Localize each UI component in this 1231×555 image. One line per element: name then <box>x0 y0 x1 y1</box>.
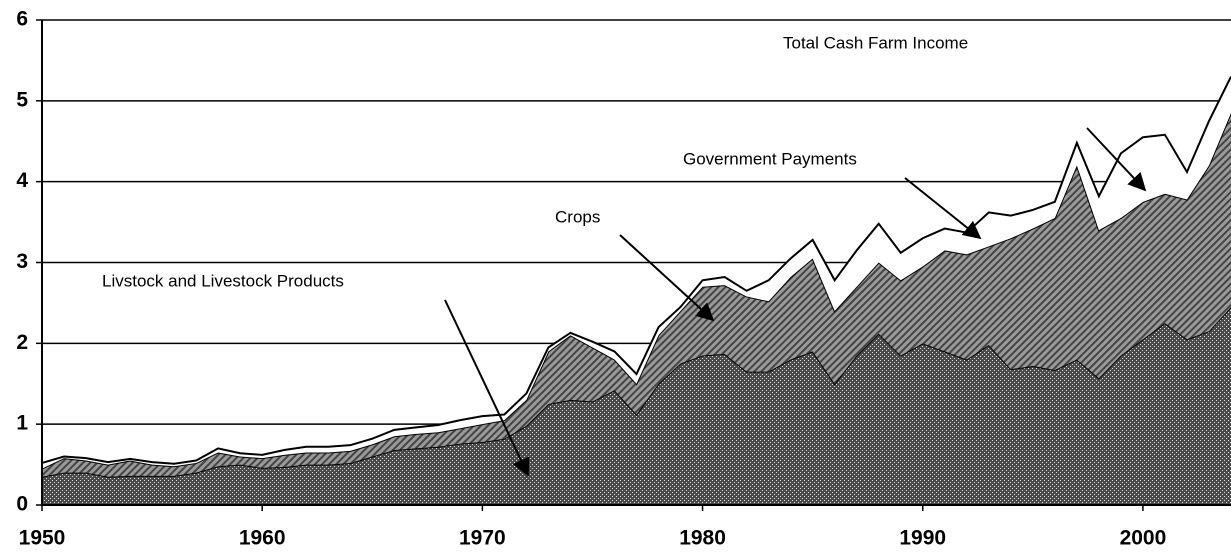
x-tick-label: 1950 <box>19 527 66 550</box>
x-tick-label: 1990 <box>899 527 946 550</box>
area <box>42 306 1231 505</box>
x-tick-label: 1970 <box>459 527 506 550</box>
y-tick-label: 6 <box>16 8 28 31</box>
y-tick-label: 1 <box>16 412 28 435</box>
arrow <box>444 299 530 477</box>
area <box>42 112 1231 477</box>
annotation: Livstock and Livestock Products <box>102 271 344 290</box>
y-tick-label: 3 <box>16 250 28 273</box>
arrow <box>619 234 715 322</box>
annotation: Total Cash Farm Income <box>783 33 968 52</box>
annotation: Government Payments <box>683 149 857 168</box>
arrow <box>904 177 982 240</box>
x-tick-label: 1960 <box>239 527 286 550</box>
area-edge <box>41 76 1231 465</box>
x-tick-label: 1980 <box>679 527 726 550</box>
y-tick-label: 0 <box>16 493 28 516</box>
y-tick-label: 2 <box>16 331 28 354</box>
y-tick-label: 4 <box>16 169 28 192</box>
arrow <box>1086 127 1147 192</box>
x-tick-label: 2000 <box>1120 527 1167 550</box>
y-tick-label: 5 <box>16 88 28 111</box>
annotation: Crops <box>555 207 600 226</box>
annotation-arrows <box>444 127 1147 477</box>
